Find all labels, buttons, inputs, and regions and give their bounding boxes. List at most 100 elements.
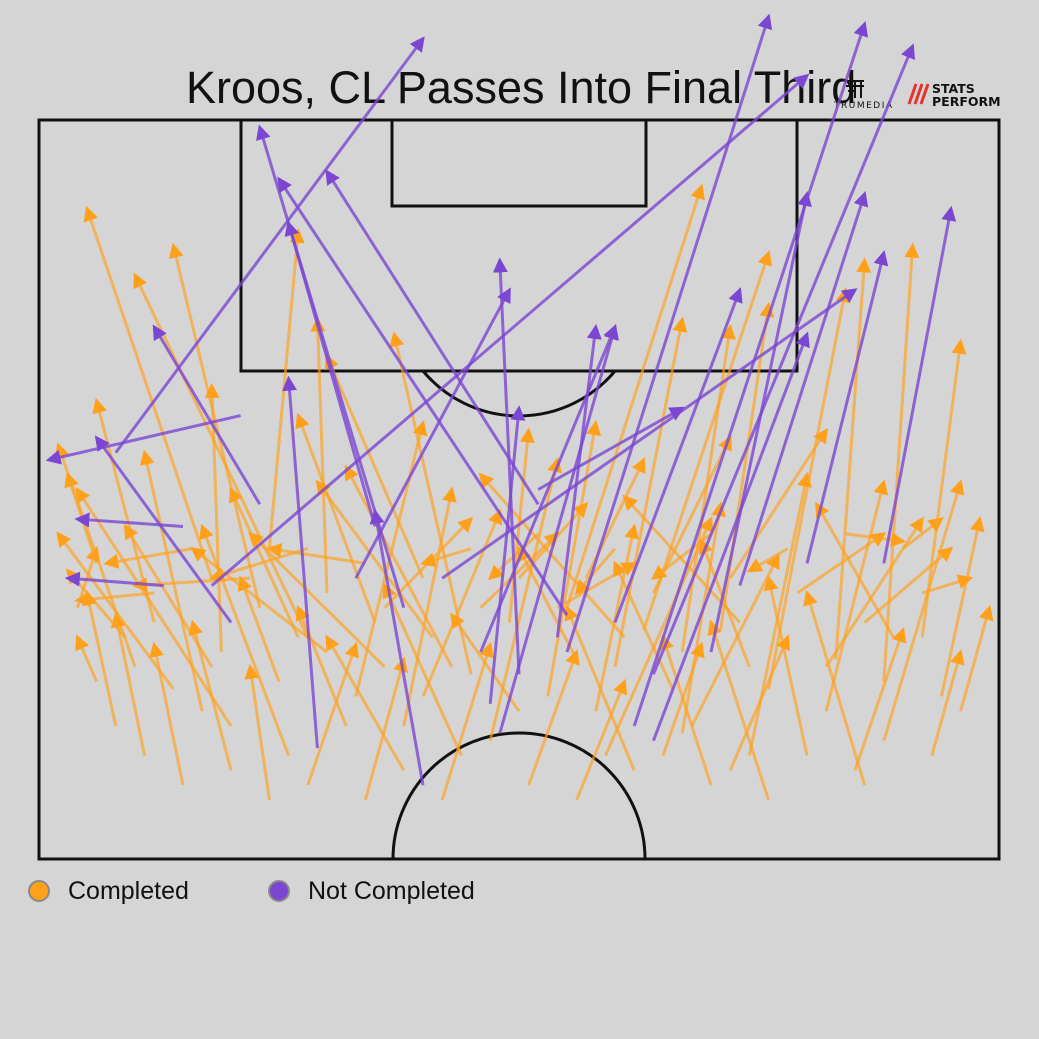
pass-not-completed-17 [492, 257, 521, 675]
pass-completed-52 [574, 547, 617, 596]
pass-not-completed-19 [882, 205, 957, 564]
pass-not-completed-5 [256, 124, 406, 609]
legend-swatch-not-completed [268, 880, 290, 902]
pass-completed-77 [707, 619, 771, 801]
pass-completed-97 [815, 501, 895, 639]
pass-completed-80 [149, 641, 185, 786]
svg-text:TRUMEDIA: TRUMEDIA [834, 101, 894, 111]
pass-completed-89 [728, 634, 790, 771]
pass-completed-29 [882, 479, 965, 742]
pass-completed-71 [824, 516, 924, 668]
pass-not-completed-16 [64, 571, 164, 588]
pass-completed-3 [295, 412, 377, 624]
pass-completed-43 [796, 532, 887, 595]
center-circle-arc [391, 731, 647, 860]
pass-completed-45 [921, 574, 974, 595]
pass-completed-73 [421, 508, 503, 697]
pass-completed-86 [527, 649, 580, 786]
pass-completed-69 [613, 560, 674, 690]
pass-completed-70 [698, 538, 751, 668]
pass-not-completed-10 [277, 176, 569, 616]
pass-completed-49 [266, 543, 366, 565]
pass-completed-26 [680, 501, 727, 734]
pass-completed-33 [56, 531, 175, 690]
pass-completed-38 [315, 479, 434, 639]
pass-completed-62 [564, 604, 636, 771]
pass-completed-66 [237, 575, 281, 683]
pass-completed-79 [110, 612, 147, 756]
pass-not-completed-15 [74, 512, 184, 528]
pass-completed-100 [517, 502, 589, 580]
pass-completed-98 [75, 634, 98, 683]
pass-completed-75 [604, 516, 713, 757]
pass-completed-14 [565, 183, 705, 609]
pass-not-completed-20 [738, 191, 869, 587]
pass-completed-32 [75, 486, 233, 727]
legend-not-completed: Not Completed [268, 876, 475, 906]
legend-completed: Completed [28, 876, 189, 906]
svg-text:STATS: STATS [932, 81, 975, 96]
pass-completed-18 [92, 397, 156, 623]
pass-not-completed-14 [369, 508, 425, 786]
pass-completed-99 [959, 604, 994, 712]
pass-completed-64 [763, 575, 809, 756]
pass-completed-88 [661, 641, 705, 757]
pass-completed-92 [123, 523, 214, 668]
logo-group: TRUMEDIA STATS PERFORM [834, 80, 1001, 111]
pass-not-completed-24 [651, 331, 810, 742]
pass-not-completed-8 [652, 43, 915, 675]
pass-completed-63 [659, 634, 713, 786]
pass-not-completed-21 [613, 287, 743, 624]
pass-completed-54 [746, 547, 789, 573]
pass-completed-27 [747, 471, 812, 756]
pass-completed-6 [546, 420, 602, 697]
pass-not-completed-22 [555, 323, 602, 638]
pass-not-completed-6 [565, 13, 773, 653]
pass-not-completed-28 [537, 406, 685, 491]
pass-completed-16 [310, 316, 329, 594]
pass-completed-30 [939, 516, 985, 697]
pass-not-completed-13 [282, 375, 319, 749]
pass-completed-84 [363, 656, 408, 801]
pass-not-completed-27 [479, 324, 618, 653]
pass-not-completed-29 [498, 324, 619, 734]
pass-not-completed-23 [152, 324, 262, 506]
pass-completed-9 [719, 301, 775, 631]
pass-not-completed-12 [325, 169, 540, 506]
pass-completed-91 [930, 649, 965, 756]
pass-completed-31 [199, 523, 291, 757]
pass-not-completed-18 [805, 250, 889, 564]
pass-not-completed-7 [632, 21, 868, 727]
passes-layer [45, 13, 994, 801]
pass-completed-78 [82, 590, 118, 727]
pass-completed-10 [767, 287, 851, 690]
pass-not-completed-9 [709, 190, 812, 653]
pass-not-completed-11 [284, 220, 377, 527]
pass-completed-101 [556, 561, 637, 610]
pass-completed-11 [834, 257, 872, 660]
pass-completed-36 [190, 546, 328, 654]
pass-completed-95 [478, 472, 626, 639]
pass-completed-94 [344, 464, 454, 668]
pass-not-completed-0 [210, 73, 810, 587]
svg-text:PERFORM: PERFORM [932, 94, 1001, 109]
pass-completed-76 [690, 553, 780, 727]
pass-completed-42 [728, 427, 828, 579]
pass-completed-0 [83, 205, 214, 579]
pass-completed-7 [613, 316, 688, 668]
legend-label-completed: Completed [68, 876, 189, 905]
legend-label-not-completed: Not Completed [308, 876, 475, 905]
pass-completed-39 [507, 427, 535, 623]
pass-completed-56 [902, 517, 944, 550]
pass-completed-37 [248, 531, 386, 668]
pass-completed-82 [244, 663, 271, 801]
pass-completed-12 [882, 242, 920, 682]
pass-completed-55 [845, 532, 906, 548]
trumedia-logo: TRUMEDIA [834, 80, 894, 111]
pass-completed-65 [803, 590, 867, 786]
pass-completed-28 [824, 479, 889, 712]
pass-completed-83 [306, 641, 360, 786]
pass-completed-67 [295, 604, 348, 727]
pass-completed-4 [324, 353, 425, 579]
